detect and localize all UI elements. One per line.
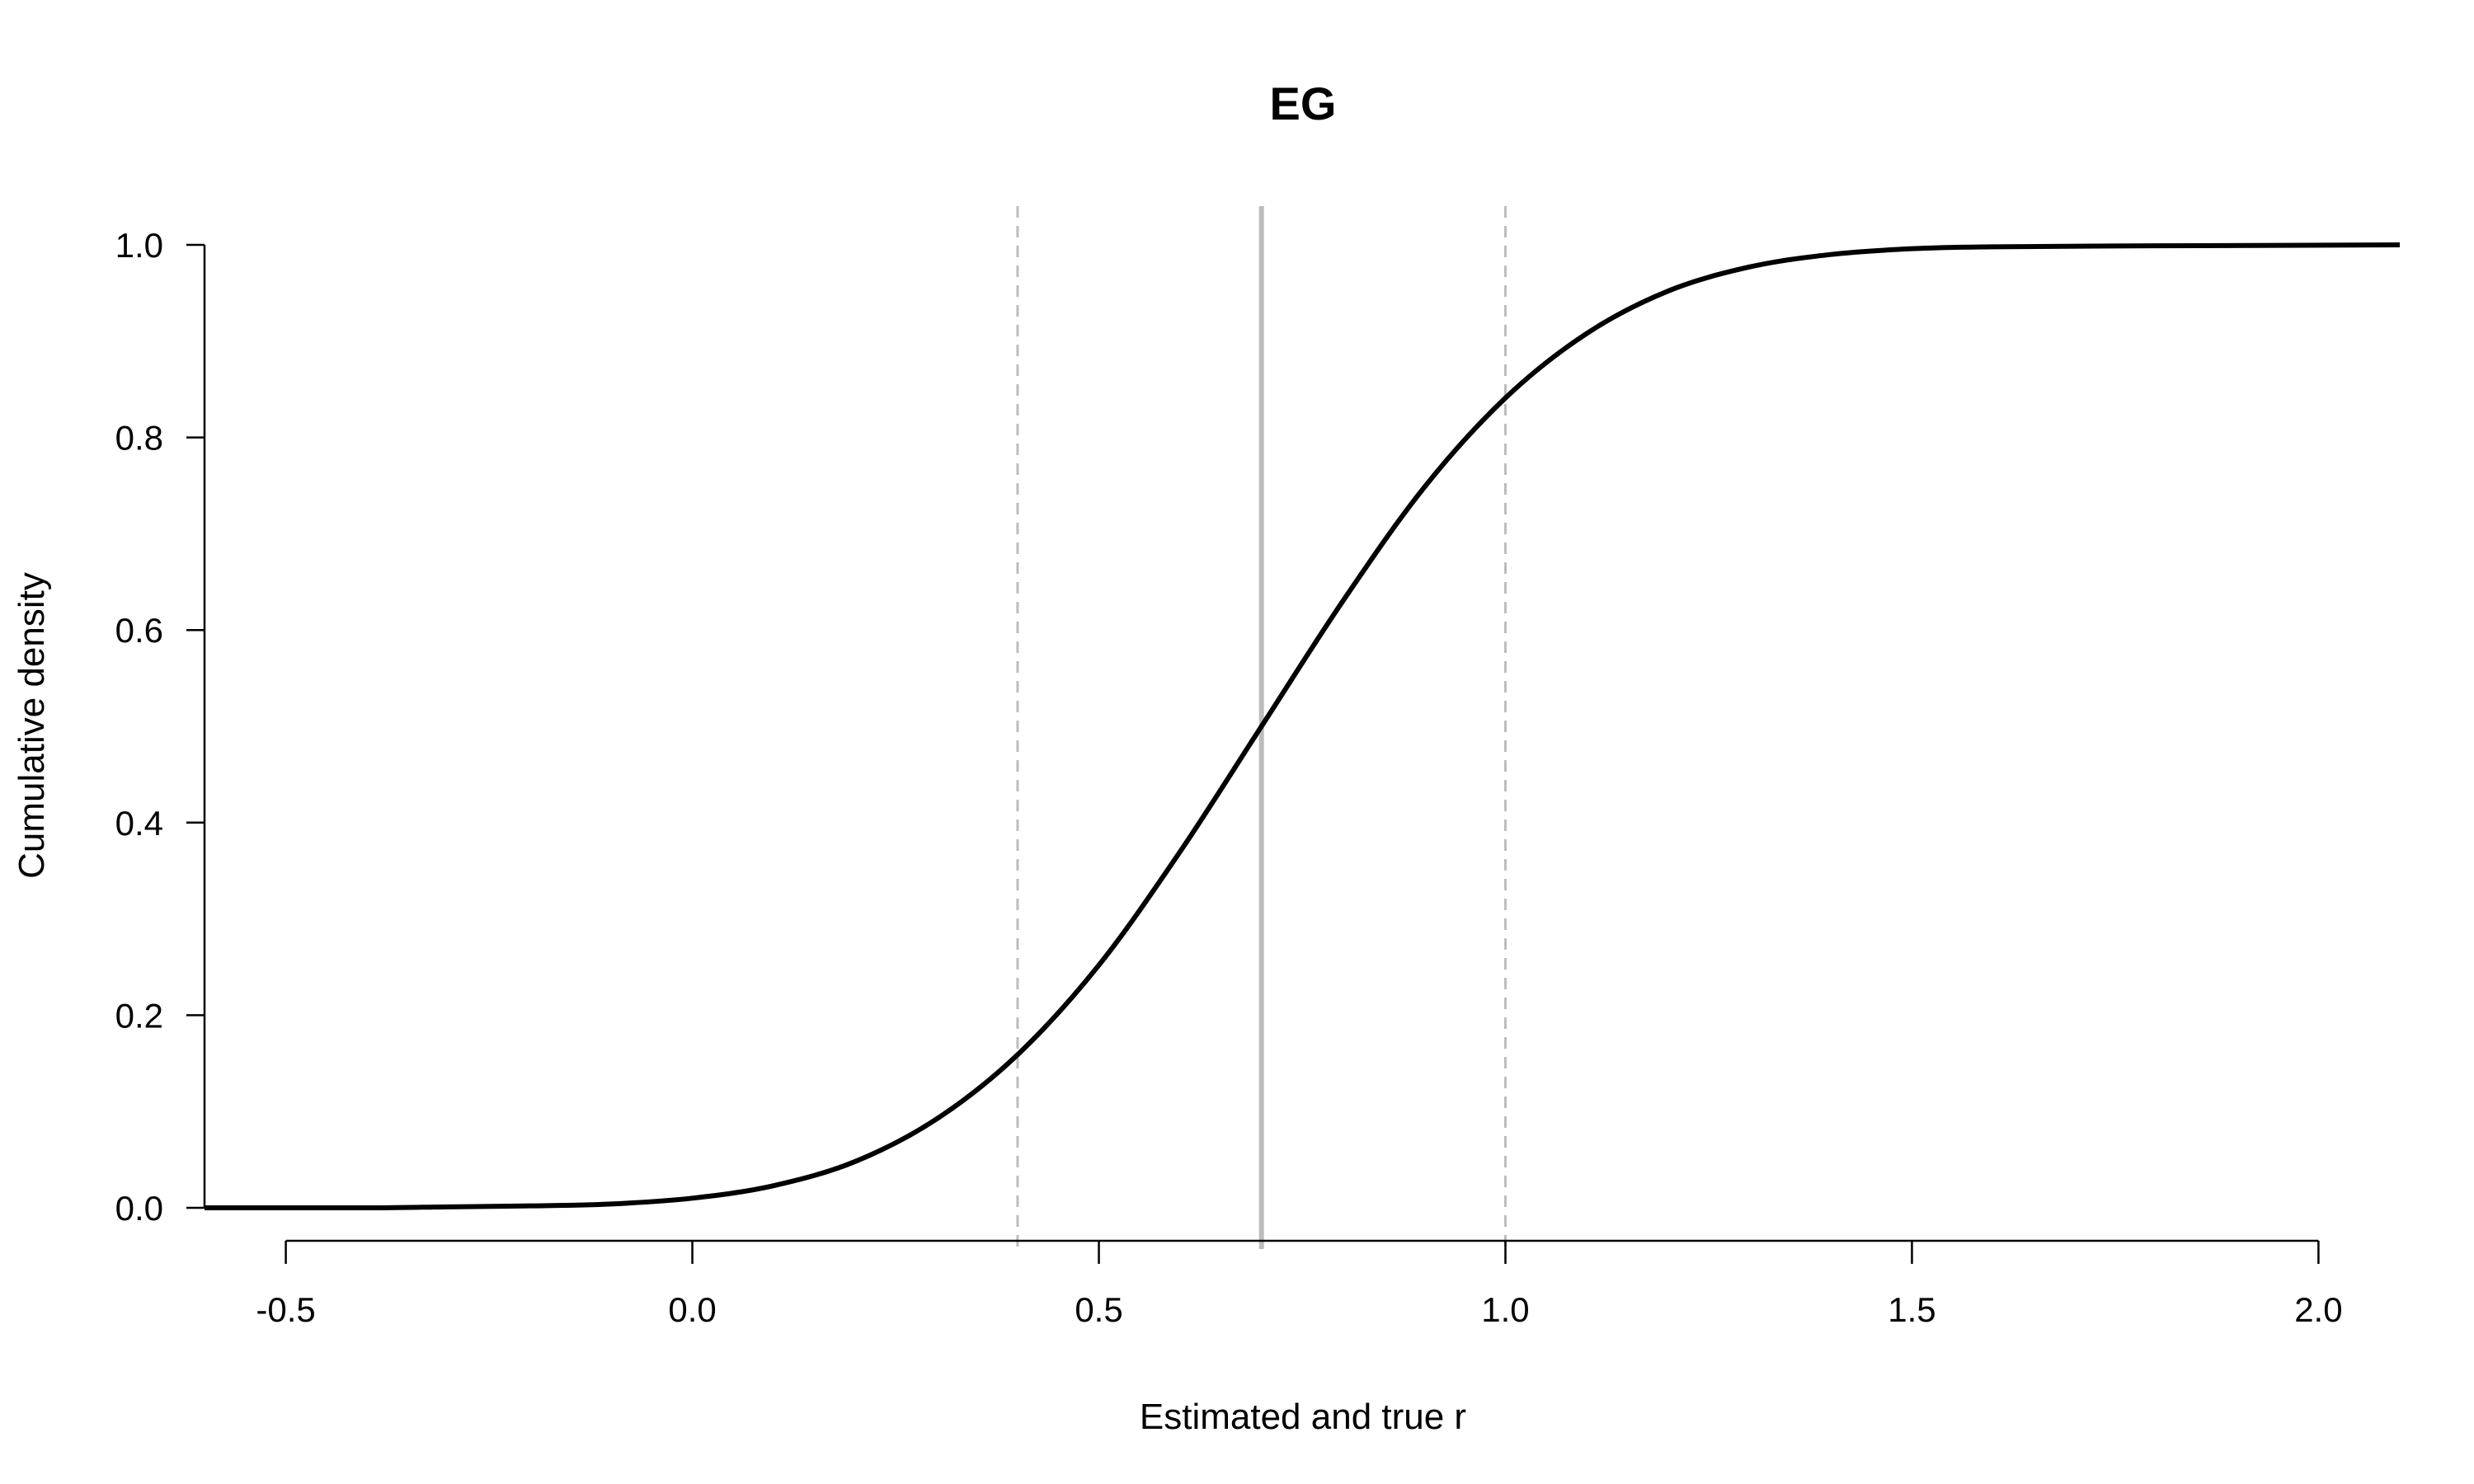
y-tick-label-0: 0.0 (115, 1189, 163, 1228)
x-tick-label-2: 0.5 (1075, 1290, 1122, 1329)
y-tick-label-5: 1.0 (115, 226, 163, 265)
y-tick-label-4: 0.8 (115, 419, 163, 458)
chart-title: EG (1270, 77, 1337, 129)
x-axis-label: Estimated and true r (1140, 1397, 1466, 1437)
x-tick-label-1: 0.0 (668, 1290, 716, 1329)
y-tick-label-2: 0.4 (115, 804, 163, 843)
y-tick-label-1: 0.2 (115, 996, 163, 1035)
y-axis: 0.0 0.2 0.4 0.6 0.8 1.0 (115, 226, 206, 1228)
x-tick-label-4: 1.5 (1888, 1290, 1935, 1329)
series-group (205, 242, 2401, 1211)
x-tick-label-0: -0.5 (256, 1290, 315, 1329)
y-axis-label: Cumulative density (12, 572, 52, 879)
x-tick-label-5: 2.0 (2294, 1290, 2342, 1329)
series-line-true-cdf (205, 243, 2401, 1209)
x-axis: -0.5 0.0 0.5 1.0 1.5 2.0 (256, 1239, 2343, 1329)
series-line-estimated-cdf (205, 242, 2401, 1211)
y-tick-label-3: 0.6 (115, 611, 163, 650)
x-tick-label-3: 1.0 (1481, 1290, 1529, 1329)
